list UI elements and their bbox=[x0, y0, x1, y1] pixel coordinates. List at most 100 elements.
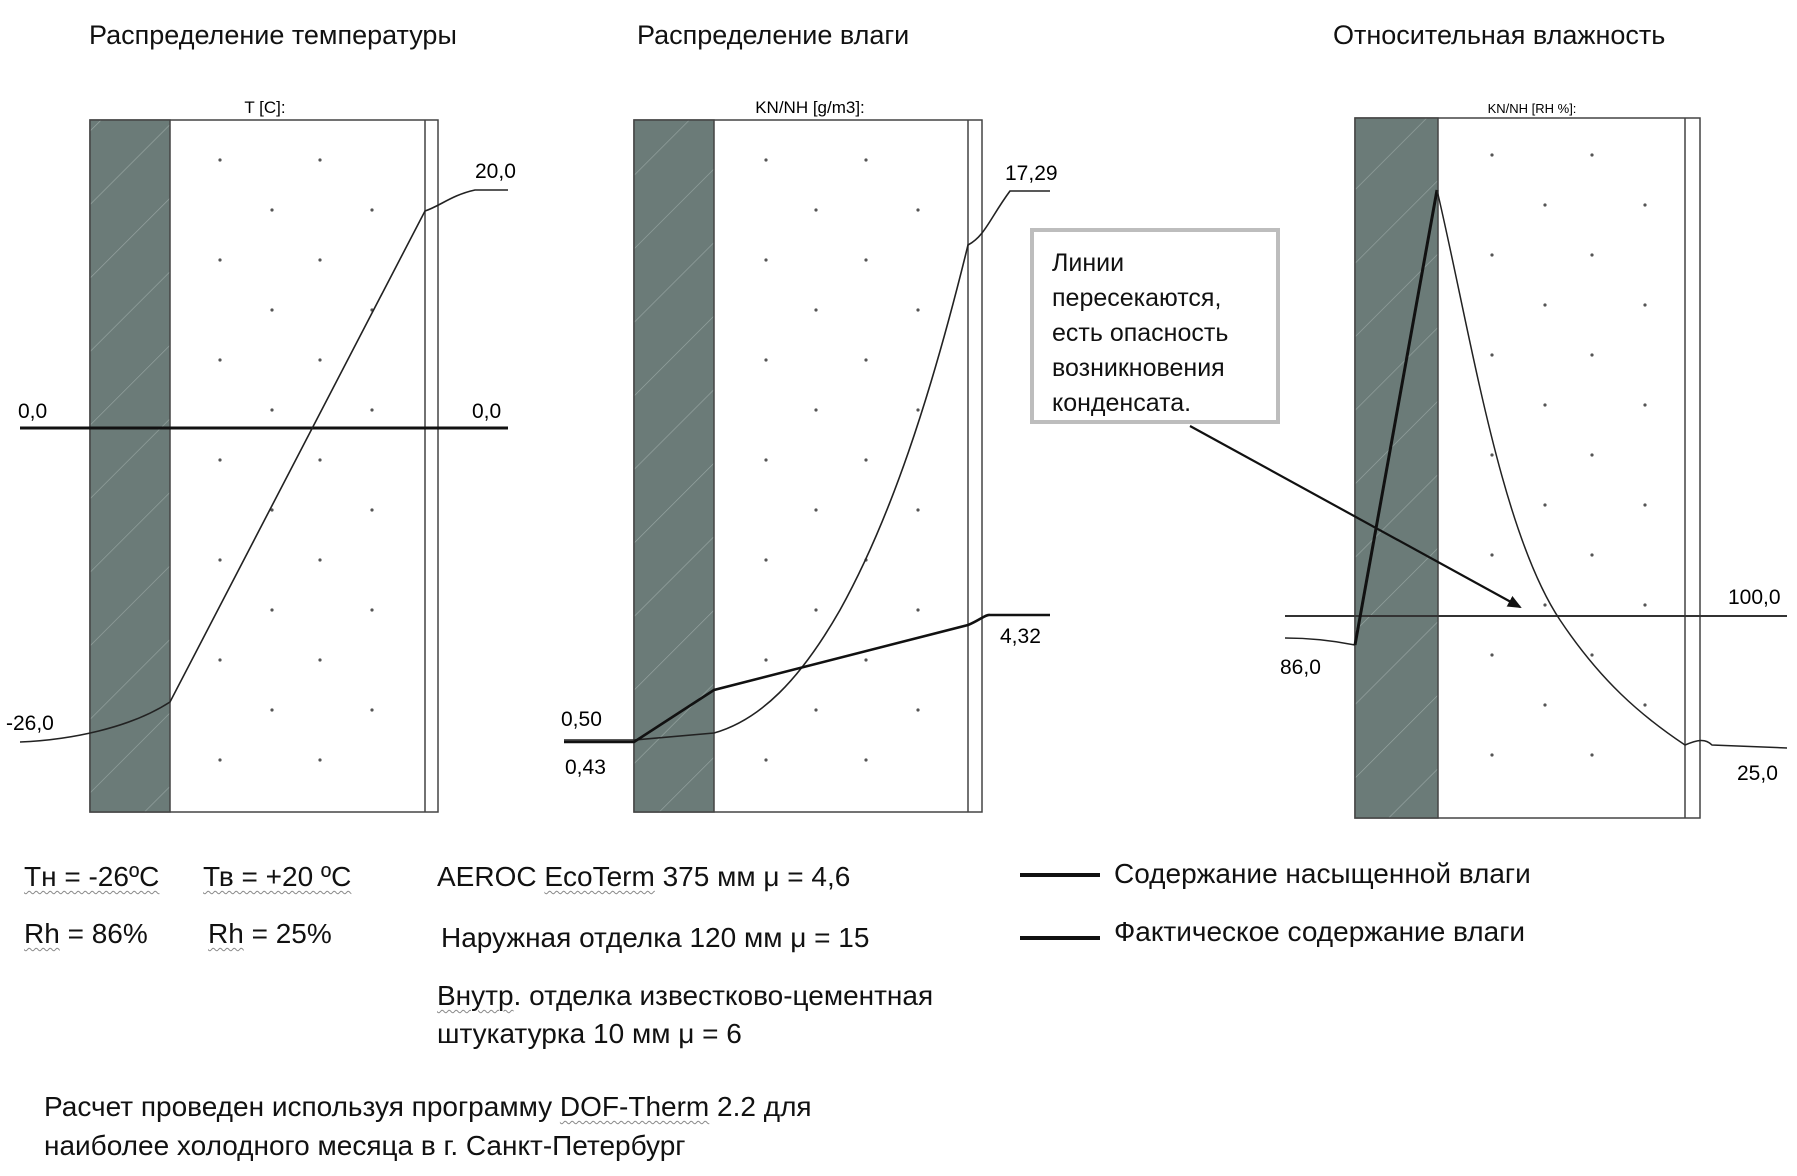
legend-item-actual: Фактическое содержание влаги bbox=[1114, 916, 1526, 947]
grid-dot bbox=[218, 758, 222, 762]
grid-dot bbox=[916, 408, 920, 412]
footer-program-name: DOF-Therm bbox=[559, 1091, 710, 1122]
grid-dot bbox=[814, 608, 818, 612]
grid-dot bbox=[1543, 303, 1547, 307]
chart3-label-right-top: 100,0 bbox=[1728, 586, 1781, 609]
chart-relative-humidity: KN/NH [RH %]: 100,0 86,0 25,0 bbox=[1280, 101, 1788, 819]
grid-dot bbox=[864, 758, 868, 762]
grid-dot bbox=[218, 158, 222, 162]
material-2-text: Наружная отделка 120 мм μ = 15 bbox=[441, 922, 870, 953]
chart3-outer-layer bbox=[1354, 117, 1439, 819]
callout-text: Линии пересекаются, есть опасность возни… bbox=[1052, 249, 1229, 417]
chart2-label-left-a: 0,50 bbox=[561, 708, 602, 731]
material-3-line2: штукатурка 10 мм μ = 6 bbox=[437, 1018, 742, 1050]
material-1-pre: AEROC bbox=[437, 861, 545, 892]
grid-dot bbox=[370, 208, 374, 212]
callout-arrow bbox=[1189, 425, 1522, 608]
grid-dot bbox=[864, 658, 868, 662]
grid-dot bbox=[764, 158, 768, 162]
grid-dot bbox=[1590, 453, 1594, 457]
grid-dot bbox=[318, 358, 322, 362]
material-1: AEROC EcoTerm 375 мм μ = 4,6 bbox=[437, 861, 850, 893]
chart3-label-right-bottom: 25,0 bbox=[1737, 762, 1778, 785]
chart2-title: Распределение влаги bbox=[637, 20, 910, 50]
grid-dot bbox=[1643, 703, 1647, 707]
chart1-label-right-high: 20,0 bbox=[475, 160, 516, 183]
grid-dot bbox=[218, 558, 222, 562]
footer-line2: наиболее холодного месяца в г. Санкт-Пет… bbox=[44, 1130, 686, 1161]
grid-dot bbox=[318, 458, 322, 462]
grid-dot bbox=[318, 158, 322, 162]
chart1-axis-label: T [C]: bbox=[244, 98, 285, 117]
grid-dot bbox=[1490, 353, 1494, 357]
grid-dot bbox=[270, 608, 274, 612]
grid-dot bbox=[814, 408, 818, 412]
chart2-actual-line bbox=[564, 613, 1050, 744]
chart-moisture: KN/NH [g/m3]: 17,29 4,32 0,50 0,43 bbox=[561, 98, 1058, 813]
grid-dot bbox=[764, 658, 768, 662]
footer-line1-pre: Расчет проведен используя программу bbox=[44, 1091, 560, 1122]
legend-line-saturated bbox=[1020, 873, 1100, 877]
material-3-line1-rest: . отделка известково-цементная bbox=[513, 980, 934, 1011]
chart1-label-left-zero: 0,0 bbox=[18, 400, 47, 423]
grid-dot bbox=[1490, 553, 1494, 557]
chart3-axis-label: KN/NH [RH %]: bbox=[1488, 101, 1577, 116]
info-tn: Тн = -26ºС bbox=[24, 861, 159, 893]
chart3-rh-line-peak bbox=[1353, 189, 1439, 646]
chart2-outer-layer bbox=[633, 119, 715, 813]
info-rh-outside: Rh = 86% bbox=[24, 918, 148, 950]
grid-dot bbox=[218, 358, 222, 362]
info-rh-outside-value: = 86% bbox=[59, 918, 148, 949]
grid-dot bbox=[1490, 253, 1494, 257]
material-3-abbr: Внутр bbox=[437, 980, 514, 1011]
grid-dot bbox=[270, 408, 274, 412]
grid-dot bbox=[916, 708, 920, 712]
chart1-title: Распределение температуры bbox=[89, 20, 457, 50]
grid-dot bbox=[814, 708, 818, 712]
info-rh-inside: Rh = 25% bbox=[208, 918, 332, 950]
grid-dot bbox=[1590, 753, 1594, 757]
info-rh-inside-abbr: Rh bbox=[208, 918, 244, 949]
chart1-outer-layer bbox=[89, 119, 171, 813]
legend-item-saturated: Содержание насыщенной влаги bbox=[1114, 858, 1531, 889]
footer-line1-post: 2.2 для bbox=[709, 1091, 812, 1122]
grid-dot bbox=[1590, 153, 1594, 157]
info-rh-inside-value: = 25% bbox=[243, 918, 332, 949]
chart3-label-left: 86,0 bbox=[1280, 656, 1321, 679]
figure: T [C]: 20,0 0,0 0,0 -26,0 KN/NH [g/m3]: … bbox=[6, 98, 1788, 819]
chart2-grid-dots bbox=[764, 158, 920, 762]
grid-dot bbox=[318, 658, 322, 662]
chart1-label-left-low: -26,0 bbox=[6, 712, 54, 735]
chart3-grid-dots bbox=[1490, 153, 1647, 757]
chart3-rh-line-inner bbox=[1436, 189, 1788, 749]
legend-line-actual bbox=[1020, 936, 1100, 940]
grid-dot bbox=[814, 208, 818, 212]
material-1-brand: EcoTerm bbox=[544, 861, 655, 892]
grid-dot bbox=[764, 558, 768, 562]
grid-dot bbox=[218, 658, 222, 662]
grid-dot bbox=[270, 208, 274, 212]
grid-dot bbox=[370, 408, 374, 412]
chart2-saturated-line bbox=[564, 190, 1050, 741]
grid-dot bbox=[1543, 503, 1547, 507]
grid-dot bbox=[318, 558, 322, 562]
grid-dot bbox=[1643, 303, 1647, 307]
grid-dot bbox=[814, 508, 818, 512]
grid-dot bbox=[916, 608, 920, 612]
grid-dot bbox=[1490, 453, 1494, 457]
grid-dot bbox=[764, 758, 768, 762]
material-3-line2-text: штукатурка 10 мм μ = 6 bbox=[437, 1018, 742, 1049]
info-tn-text: Тн = -26ºС bbox=[24, 861, 160, 892]
material-2: Наружная отделка 120 мм μ = 15 bbox=[441, 922, 869, 954]
info-tv: Тв = +20 ºС bbox=[203, 861, 351, 893]
grid-dot bbox=[1543, 203, 1547, 207]
chart3-title: Относительная влажность bbox=[1333, 20, 1666, 50]
grid-dot bbox=[1543, 403, 1547, 407]
grid-dot bbox=[1643, 203, 1647, 207]
grid-dot bbox=[916, 208, 920, 212]
grid-dot bbox=[1490, 153, 1494, 157]
grid-dot bbox=[864, 158, 868, 162]
grid-dot bbox=[318, 258, 322, 262]
callout-box: Линии пересекаются, есть опасность возни… bbox=[1030, 228, 1280, 424]
grid-dot bbox=[1590, 253, 1594, 257]
